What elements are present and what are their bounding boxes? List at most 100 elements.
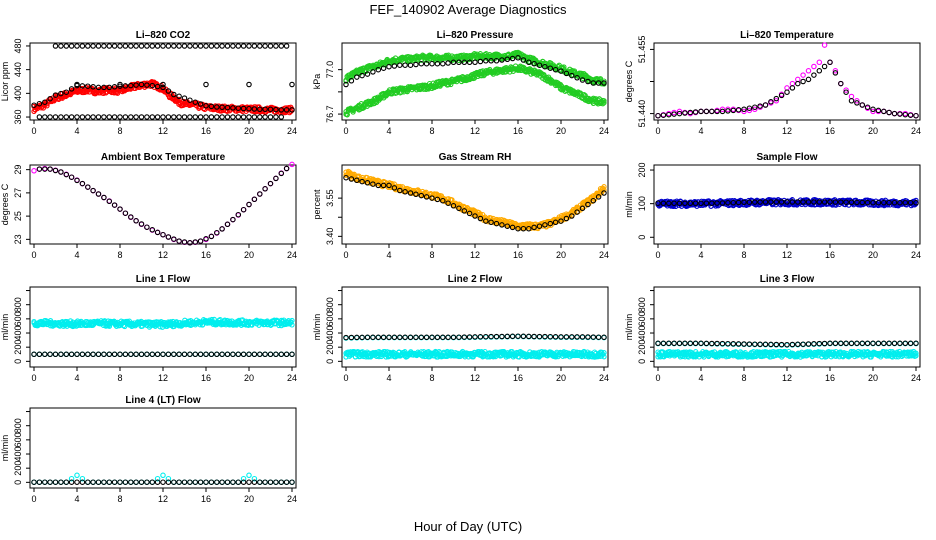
data-point	[149, 351, 156, 358]
data-point	[784, 89, 790, 95]
data-point	[752, 199, 758, 205]
data-point	[418, 192, 425, 199]
y-tick-label: 51.455	[637, 36, 647, 64]
data-point	[504, 333, 511, 340]
data-point	[354, 177, 360, 184]
data-point	[31, 351, 37, 358]
data-point	[68, 174, 75, 180]
data-point	[778, 92, 785, 99]
x-tick-label: 8	[117, 126, 122, 136]
data-point	[552, 334, 559, 340]
data-point	[230, 216, 236, 223]
x-tick-label: 12	[470, 250, 480, 260]
data-point	[461, 334, 468, 340]
data-point	[682, 200, 688, 207]
data-point	[590, 334, 597, 340]
y-tick-label: 800	[637, 297, 647, 312]
data-point	[687, 109, 694, 116]
data-point	[224, 43, 231, 49]
data-point	[784, 199, 790, 205]
data-point	[418, 60, 425, 67]
panel-title: Line 4 (LT) Flow	[125, 395, 201, 406]
data-point	[246, 114, 252, 120]
data-point	[483, 218, 489, 224]
data-point	[246, 43, 252, 49]
data-point	[913, 350, 919, 356]
data-point	[230, 43, 236, 49]
data-point	[687, 200, 694, 207]
data-point	[881, 199, 887, 206]
data-point	[95, 114, 102, 120]
data-point	[429, 334, 435, 341]
y-axis-label: ml/min	[0, 314, 10, 341]
data-point	[854, 100, 860, 106]
x-tick-label: 4	[386, 250, 391, 260]
data-point	[735, 341, 742, 347]
y-tick-label: 600	[13, 311, 23, 326]
data-point	[160, 351, 166, 358]
data-point	[859, 340, 866, 347]
data-point	[558, 68, 564, 74]
data-point	[821, 340, 828, 347]
panel-title: Line 1 Flow	[136, 274, 191, 285]
y-axis-label: percent	[312, 189, 322, 220]
data-point	[267, 351, 274, 358]
data-point	[800, 72, 806, 78]
data-point	[870, 340, 876, 347]
data-point	[768, 199, 774, 205]
y-tick-label: 800	[13, 418, 23, 433]
x-tick-label: 0	[343, 126, 348, 136]
data-point	[208, 479, 215, 485]
data-point	[176, 114, 182, 120]
data-point	[214, 479, 220, 485]
data-point	[563, 215, 570, 222]
data-point	[36, 351, 43, 358]
data-point	[181, 114, 188, 120]
data-point	[370, 334, 376, 341]
data-point	[165, 43, 172, 49]
data-point	[187, 240, 193, 246]
series-2	[655, 199, 919, 207]
data-point	[434, 349, 440, 356]
data-point	[816, 68, 823, 74]
data-point	[52, 167, 59, 174]
data-point	[466, 210, 473, 217]
data-point	[52, 351, 59, 358]
y-axis-label: degrees C	[624, 60, 634, 102]
data-point	[488, 219, 494, 226]
x-tick-label: 4	[74, 126, 79, 136]
data-point	[515, 333, 521, 339]
x-tick-label: 24	[599, 126, 609, 136]
data-point	[509, 349, 515, 355]
data-point	[154, 479, 161, 485]
data-point	[811, 72, 817, 78]
data-point	[181, 95, 188, 101]
data-point	[85, 43, 91, 49]
data-point	[128, 114, 134, 120]
data-point	[47, 479, 53, 485]
data-point	[416, 85, 422, 92]
data-point	[122, 114, 129, 120]
data-point	[730, 199, 737, 206]
data-point	[122, 351, 129, 358]
data-point	[440, 334, 446, 341]
x-tick-label: 16	[201, 373, 211, 383]
data-point	[128, 351, 134, 358]
data-point	[597, 76, 604, 82]
data-point	[757, 199, 763, 205]
data-point	[36, 100, 43, 107]
data-point	[676, 108, 683, 115]
data-point	[273, 43, 279, 49]
data-point	[144, 114, 150, 120]
data-point	[246, 479, 252, 485]
data-point	[117, 81, 123, 88]
data-point	[768, 99, 774, 105]
data-point	[79, 475, 86, 482]
data-point	[79, 43, 86, 49]
data-point	[176, 43, 182, 49]
data-point	[838, 340, 844, 347]
y-tick-label: 800	[325, 297, 335, 312]
data-point	[547, 333, 554, 340]
